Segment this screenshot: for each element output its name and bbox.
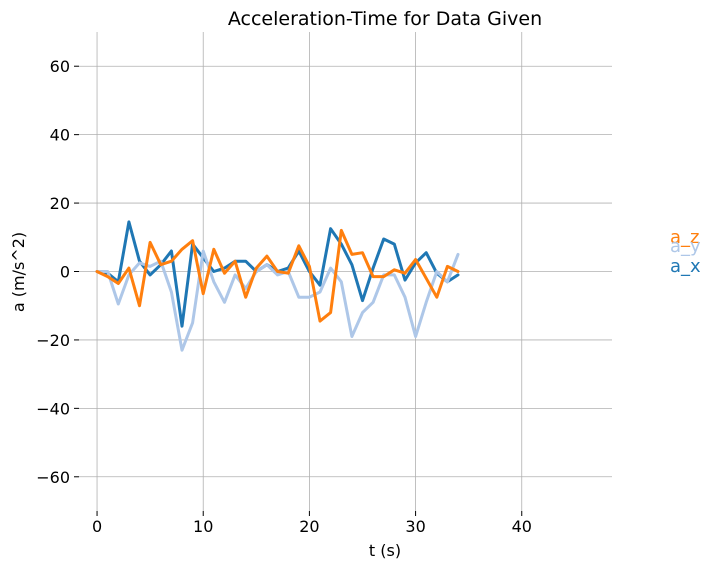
x-axis-label: t (s): [369, 541, 401, 560]
y-tick-label: 20: [50, 194, 70, 213]
series-lines: [95, 220, 460, 352]
legend: a_za_ya_x: [670, 227, 701, 277]
y-tick-label: −20: [36, 331, 70, 350]
series-line-a-z: [95, 228, 460, 323]
legend-label-a-x: a_x: [670, 256, 701, 277]
y-tick-label: 0: [60, 263, 70, 282]
x-tick-label: 30: [405, 517, 425, 536]
legend-label-a-y: a_y: [670, 236, 701, 257]
legend-label-a-z: a_z: [670, 227, 699, 248]
series-line-a-y: [95, 249, 460, 352]
x-tick-label: 10: [193, 517, 213, 536]
y-tick-label: 40: [50, 126, 70, 145]
grid: [79, 32, 612, 511]
chart-title: Acceleration-Time for Data Given: [228, 8, 542, 30]
y-tick-label: −40: [36, 399, 70, 418]
x-tick-label: 20: [299, 517, 319, 536]
y-axis-ticks: −60 −40 −20 0 20 40 60: [36, 57, 79, 487]
y-tick-label: 60: [50, 57, 70, 76]
x-tick-label: 0: [92, 517, 102, 536]
y-axis-label: a (m/s^2): [9, 232, 28, 312]
x-tick-label: 40: [512, 517, 532, 536]
y-tick-label: −60: [36, 468, 70, 487]
x-axis-ticks: 0 10 20 30 40: [92, 511, 532, 536]
